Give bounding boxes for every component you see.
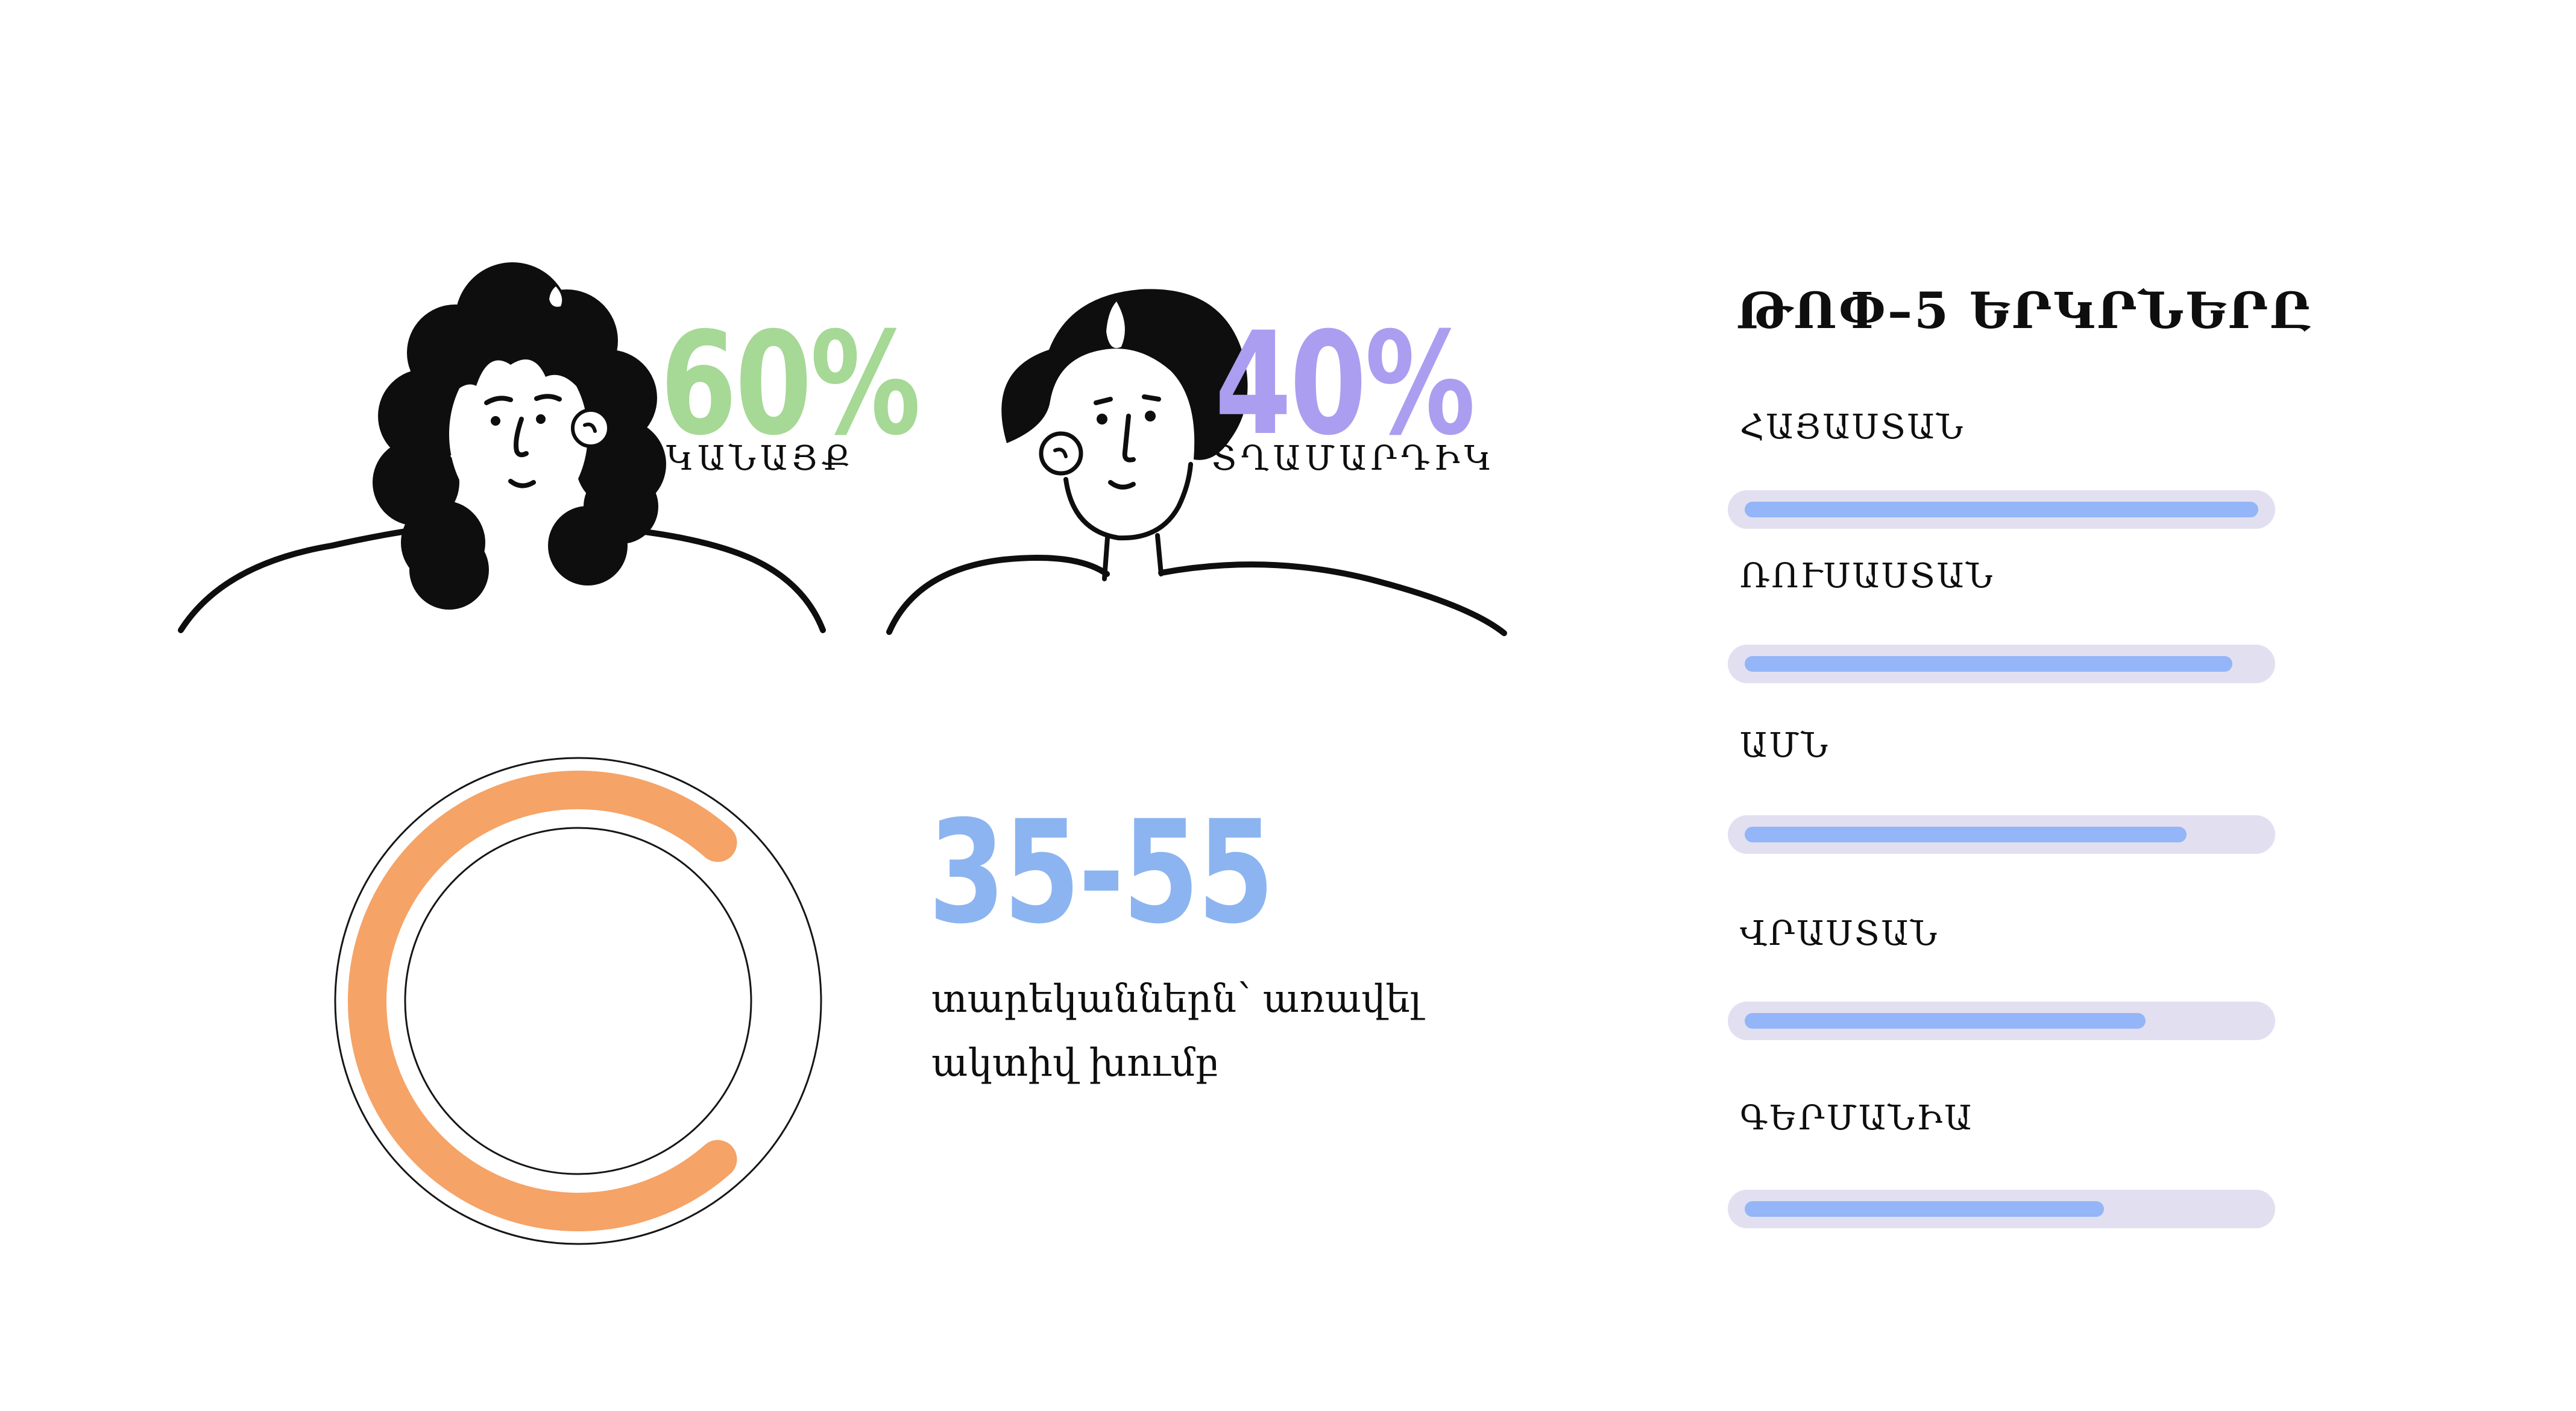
woman-shoulder-left [178,523,455,633]
donut-inner-ring [404,827,752,1175]
country-bar-fill [1745,502,2258,517]
woman-eyebrow-left [484,396,513,405]
age-description-line1: տարեկաններն՝ առավել [931,977,1422,1021]
woman-mouth [508,479,536,488]
female-caption: ԿԱՆԱՅՔ [666,439,855,478]
female-percent: 60% [660,302,921,467]
woman-eye-left [491,416,500,426]
country-label-armenia: ՀԱՅԱՍՏԱՆ [1740,408,1965,447]
man-nose [1122,414,1136,462]
country-label-georgia: ՎՐԱՍՏԱՆ [1740,914,1939,953]
country-bar-armenia [1728,490,2275,529]
man-shoulder-left [886,555,1110,635]
woman-ear-detail [583,422,597,433]
man-hair-notch [1106,301,1125,349]
man-eyebrow-right [1142,394,1161,402]
man-neck-right [1155,533,1164,576]
country-bar-fill [1745,1013,2146,1029]
country-label-germany: ԳԵՐՄԱՆԻԱ [1740,1099,1974,1138]
age-donut-chart [334,757,822,1245]
man-ear [1039,431,1083,476]
country-bar-fill [1745,656,2233,672]
donut-progress-arc [348,771,737,1231]
country-label-russia: ՌՈՒՍԱՍՏԱՆ [1740,557,1995,596]
man-mouth [1108,480,1136,490]
man-eyebrow-left [1094,397,1113,405]
age-description: տարեկաններն՝ առավել ակտիվ խումբ [931,968,1422,1095]
male-caption: ՏՂԱՄԱՐԴԻԿ [1212,439,1496,478]
woman-hair-highlight [549,286,562,307]
man-ear-detail [1053,447,1068,458]
country-bar-georgia [1728,1002,2275,1040]
woman-fringe [449,332,588,401]
man-eye-right [1145,411,1156,421]
woman-eye-right [536,414,546,424]
country-bar-russia [1728,645,2275,683]
woman-eyebrow-right [534,394,562,402]
country-bar-fill [1745,827,2187,842]
man-shoulder-right [1158,561,1507,636]
donut-outer-ring [334,757,822,1245]
man-hair [1001,289,1248,460]
age-description-line2: ակտիվ խումբ [931,1040,1220,1085]
country-label-usa: ԱՄՆ [1740,726,1830,765]
male-percent: 40% [1215,302,1476,467]
country-bar-germany [1728,1190,2275,1228]
woman-nose [514,417,529,458]
country-bar-fill [1745,1201,2105,1217]
age-range: 35-55 [928,791,1274,955]
man-illustration [886,289,1507,636]
countries-title: ԹՈՓ–5 ԵՐԿՐՆԵՐԸ [1736,282,2313,340]
country-bar-usa [1728,815,2275,854]
man-eye-left [1097,414,1107,425]
man-jaw [1063,462,1193,541]
woman-illustration [178,262,826,633]
woman-shoulder-right [564,522,826,633]
woman-ear [571,408,611,448]
